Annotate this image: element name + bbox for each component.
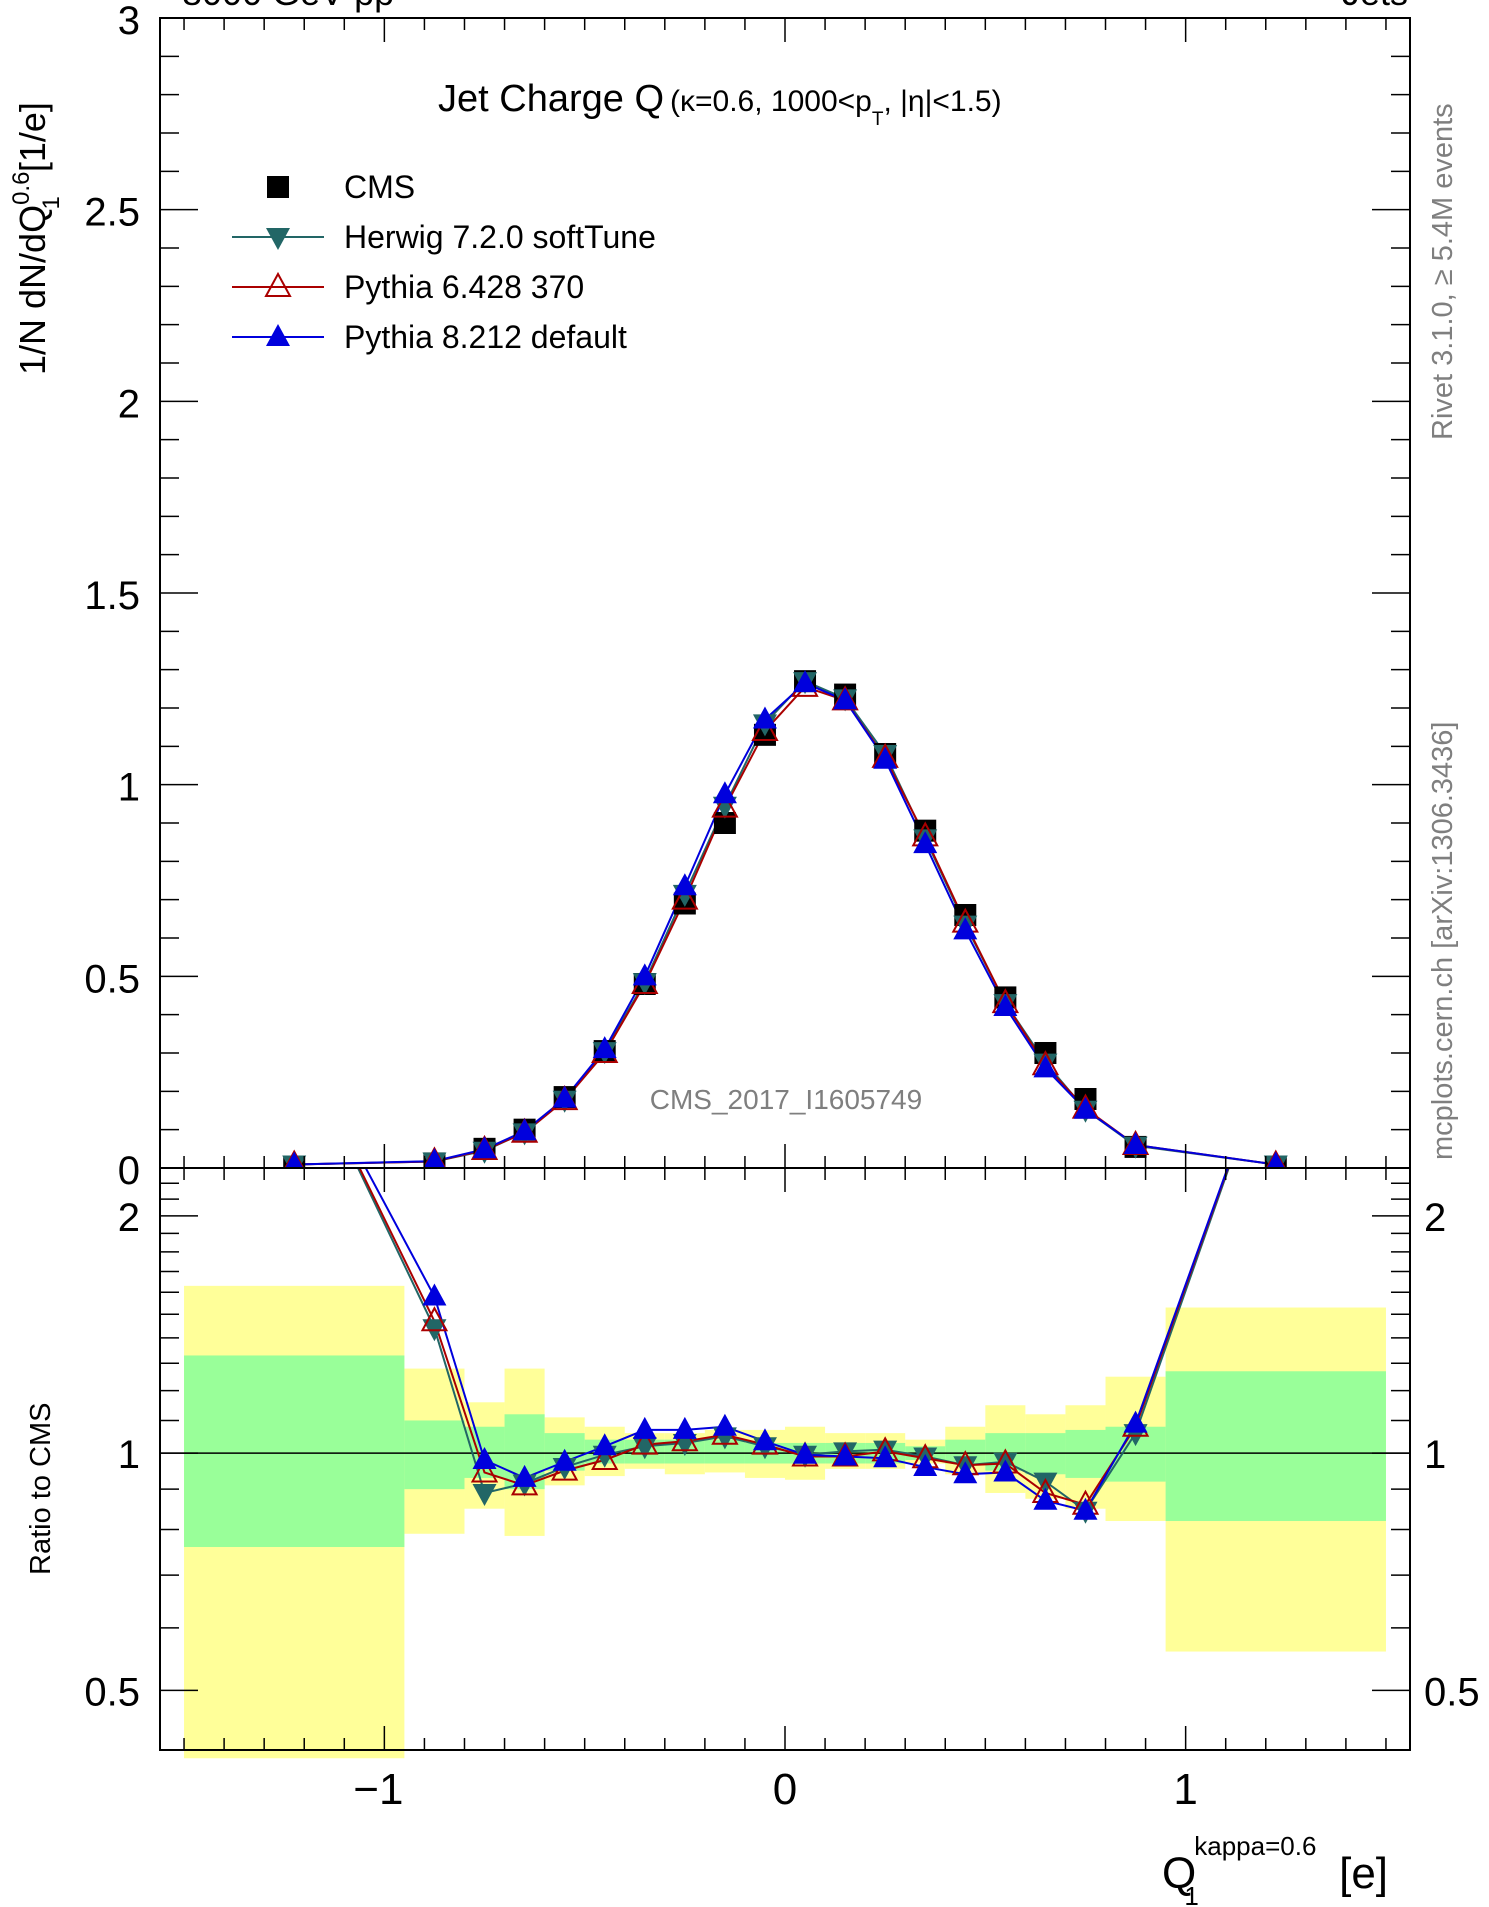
ratio-point-pythia-8-212-default — [752, 1428, 777, 1451]
ratio-point-herwig-7-2-0-softtune — [1264, 1025, 1288, 1047]
data-point-pythia-8-212-default — [833, 687, 858, 710]
data-point-pythia-8-212-default — [1033, 1055, 1058, 1078]
data-point-pythia-8-212-default — [472, 1136, 497, 1159]
data-point-pythia-8-212-default — [712, 781, 737, 804]
legend-label: Pythia 8.212 default — [344, 319, 627, 355]
y-tick-label: 2.5 — [84, 191, 140, 235]
ratio-point-pythia-8-212-default — [993, 1459, 1018, 1482]
ratio-point-pythia-6-428-370 — [671, 1426, 699, 1452]
ratio-y-tick-label: 0.5 — [84, 1670, 140, 1714]
data-point-pythia-8-212-default — [592, 1036, 617, 1059]
data-point-pythia-8-212-default — [752, 706, 777, 729]
ratio-y-tick-label-right: 1 — [1424, 1433, 1446, 1477]
ratio-point-herwig-7-2-0-softtune — [472, 1483, 497, 1506]
rivet-label: Rivet 3.1.0, ≥ 5.4M events — [1427, 103, 1459, 440]
process-label: Jets — [1342, 0, 1408, 13]
legend-marker — [266, 228, 290, 250]
x-tick-label: 1 — [1173, 1765, 1197, 1814]
ratio-y-tick-label-right: 0.5 — [1424, 1670, 1480, 1714]
analysis-label: CMS_2017_I1605749 — [650, 1084, 922, 1115]
data-point-pythia-8-212-default — [873, 746, 898, 769]
data-point-pythia-8-212-default — [1073, 1096, 1098, 1119]
uncertainty-band-inner — [1065, 1429, 1106, 1478]
ratio-y-tick-label-right: 2 — [1424, 1196, 1446, 1240]
ratio-point-pythia-8-212-default — [712, 1413, 737, 1436]
x-axis-title: Qkappa=0.6 1 [e] — [1162, 1831, 1388, 1907]
uncertainty-band-inner — [404, 1420, 465, 1490]
ratio-point-pythia-8-212-default — [833, 1443, 858, 1466]
y-tick-label: 2 — [118, 382, 140, 426]
ratio-point-pythia-6-428-370 — [420, 1306, 449, 1332]
ratio-point-pythia-8-212-default — [512, 1464, 537, 1487]
ratio-point-pythia-8-212-default — [472, 1446, 497, 1469]
data-point-pythia-8-212-default — [672, 873, 697, 896]
ratio-point-pythia-8-212-default — [793, 1441, 818, 1464]
ratio-point-pythia-8-212-default — [422, 1283, 447, 1306]
ratio-y-axis-title: Ratio to CMS — [25, 1403, 57, 1575]
ratio-point-pythia-6-428-370 — [1264, 1021, 1288, 1043]
ratio-point-herwig-7-2-0-softtune — [1033, 1472, 1058, 1495]
data-point-pythia-6-428-370 — [751, 715, 779, 741]
chart-title: Jet Charge Q (κ=0.6, 1000<pT, |η|<1.5) — [438, 78, 1002, 130]
ratio-y-tick-label: 1 — [118, 1433, 140, 1477]
data-point-pythia-8-212-default — [632, 963, 657, 986]
data-point-pythia-8-212-default — [993, 994, 1018, 1016]
data-point-pythia-8-212-default — [552, 1085, 577, 1108]
data-point-pythia-6-428-370 — [671, 884, 699, 910]
y-tick-label: 0 — [118, 1149, 140, 1193]
ratio-point-pythia-8-212-default — [282, 1021, 306, 1043]
ratio-point-pythia-8-212-default — [1033, 1487, 1058, 1510]
ratio-point-pythia-6-428-370 — [631, 1429, 659, 1455]
legend-marker — [264, 271, 292, 297]
ratio-point-pythia-8-212-default — [672, 1416, 697, 1439]
data-point-pythia-8-212-default — [1266, 1151, 1285, 1168]
x-tick-label: −1 — [353, 1765, 403, 1814]
ratio-point-herwig-7-2-0-softtune — [282, 1025, 306, 1047]
ratio-point-pythia-6-428-370 — [282, 1021, 306, 1043]
ratio-point-pythia-8-212-default — [953, 1461, 978, 1484]
ratio-point-pythia-6-428-370 — [591, 1444, 619, 1470]
legend-marker — [266, 324, 290, 346]
ratio-point-pythia-8-212-default — [552, 1448, 577, 1471]
y-axis-title: 1/N dN/dQ0.6 1 [1/e] — [8, 102, 65, 375]
data-point-pythia-8-212-default — [285, 1151, 304, 1168]
uncertainty-band-inner — [704, 1439, 745, 1464]
ratio-point-pythia-8-212-default — [1123, 1410, 1148, 1433]
data-point-pythia-8-212-default — [953, 917, 978, 940]
y-tick-label: 1.5 — [84, 574, 140, 618]
legend-label: Pythia 6.428 370 — [344, 269, 584, 305]
legend-label: Herwig 7.2.0 softTune — [344, 219, 656, 255]
data-point-pythia-8-212-default — [913, 831, 938, 854]
data-point-pythia-8-212-default — [512, 1118, 537, 1141]
energy-label: 8000 GeV pp — [182, 0, 394, 13]
y-tick-label: 0.5 — [84, 957, 140, 1001]
uncertainty-band-inner — [1165, 1371, 1386, 1522]
ratio-point-pythia-8-212-default — [1073, 1497, 1098, 1520]
x-tick-label: 0 — [773, 1765, 797, 1814]
data-point-pythia-8-212-default — [793, 670, 818, 693]
data-point-pythia-8-212-default — [423, 1148, 446, 1168]
ratio-point-pythia-6-428-370 — [470, 1457, 499, 1483]
ratio-point-pythia-8-212-default — [913, 1454, 938, 1477]
ratio-point-pythia-8-212-default — [592, 1433, 617, 1456]
ratio-y-tick-label: 2 — [118, 1196, 140, 1240]
legend-marker — [267, 176, 289, 198]
y-tick-label: 3 — [118, 0, 140, 43]
uncertainty-band-inner — [184, 1355, 405, 1548]
data-point-pythia-8-212-default — [1123, 1132, 1148, 1154]
data-point-pythia-6-428-370 — [711, 792, 739, 818]
ratio-point-pythia-8-212-default — [873, 1445, 898, 1468]
ratio-point-pythia-8-212-default — [632, 1416, 657, 1439]
site-label: mcplots.cern.ch [arXiv:1306.3436] — [1427, 722, 1459, 1160]
legend-label: CMS — [344, 169, 415, 205]
ratio-point-pythia-8-212-default — [1264, 1021, 1288, 1043]
y-tick-label: 1 — [118, 766, 140, 810]
